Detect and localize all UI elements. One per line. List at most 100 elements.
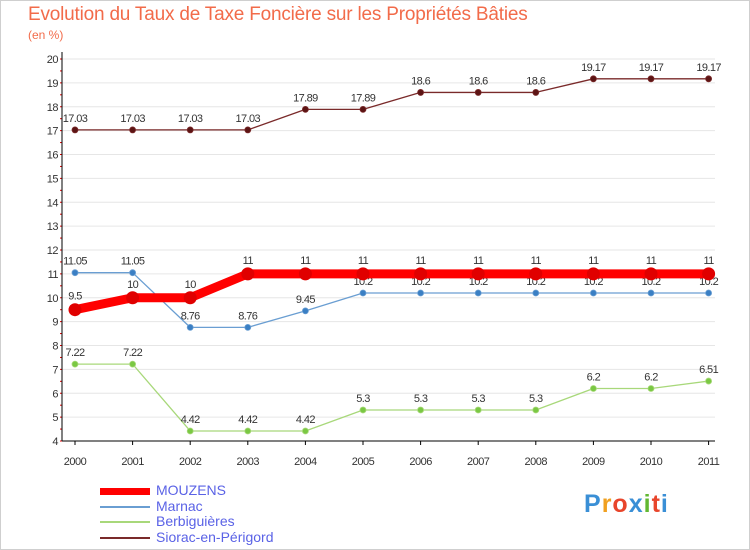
data-label: 11 — [646, 255, 657, 267]
data-point — [68, 303, 82, 317]
series-line — [70, 269, 714, 315]
legend-swatch — [100, 505, 150, 508]
y-tick-label: 15 — [47, 173, 59, 185]
x-tick-label: 2002 — [179, 456, 202, 468]
data-point — [532, 406, 540, 414]
data-label: 9.5 — [68, 291, 82, 303]
data-point — [529, 267, 543, 281]
y-tick-label: 13 — [47, 221, 59, 233]
y-tick-label: 17 — [47, 126, 59, 138]
data-label: 4.42 — [238, 414, 257, 426]
data-label: 7.22 — [123, 347, 142, 359]
data-label: 11 — [588, 255, 599, 267]
data-point — [705, 289, 712, 297]
data-point — [186, 427, 194, 435]
y-tick-label: 5 — [52, 412, 58, 424]
data-point — [71, 269, 79, 277]
x-tick-label: 2006 — [409, 456, 432, 468]
chart-title: Evolution du Taux de Taxe Foncière sur l… — [28, 4, 528, 25]
series-marnac: 11.05 11.05 8.76 8.76 9.45 10.2 10.2 10.2 10.2 10… — [63, 256, 719, 331]
data-point — [702, 267, 716, 281]
data-label: 10 — [185, 279, 197, 291]
y-tick-label: 4 — [52, 436, 58, 448]
data-label: 8.76 — [181, 310, 200, 322]
data-point — [129, 126, 137, 134]
data-label: 17.89 — [293, 92, 318, 104]
data-point — [417, 89, 425, 96]
data-label: 17.03 — [120, 113, 145, 125]
y-tick-label: 16 — [47, 150, 59, 162]
logo-letter: o — [612, 490, 629, 518]
data-label: 4.42 — [296, 414, 315, 426]
y-tick-label: 19 — [47, 78, 59, 90]
data-label: 17.89 — [351, 92, 376, 104]
data-point — [417, 406, 425, 414]
data-label: 5.3 — [529, 393, 543, 405]
data-label: 11 — [300, 255, 311, 267]
data-point — [129, 269, 137, 277]
x-tick-label: 2010 — [640, 456, 663, 468]
data-label: 11 — [243, 255, 254, 267]
logo-letter: t — [651, 490, 661, 518]
data-point — [359, 406, 367, 414]
y-tick-label: 7 — [52, 364, 58, 376]
data-label: 4.42 — [181, 414, 200, 426]
data-label: 17.03 — [236, 113, 261, 125]
y-tick-label: 6 — [52, 388, 58, 400]
data-point — [532, 289, 540, 297]
data-point — [359, 289, 367, 297]
logo-letter: x — [628, 490, 644, 518]
legend-swatch — [100, 487, 150, 495]
series-line — [74, 363, 710, 432]
y-tick-label: 14 — [47, 197, 59, 209]
x-tick-label: 2007 — [467, 456, 490, 468]
data-point — [644, 267, 658, 281]
x-tick-label: 2008 — [525, 456, 548, 468]
data-point — [532, 89, 540, 96]
data-label: 6.2 — [644, 371, 658, 383]
data-label: 10.2 — [526, 276, 545, 288]
data-point — [301, 105, 309, 113]
logo-letter: i — [660, 490, 669, 518]
data-label: 10.2 — [469, 276, 488, 288]
legend-label: MOUZENS — [156, 482, 226, 498]
data-point — [414, 267, 428, 281]
data-point — [474, 289, 482, 297]
logo-letter: r — [601, 490, 613, 518]
data-label: 11 — [531, 255, 542, 267]
data-label: 11 — [703, 255, 714, 267]
x-tick-label: 2009 — [582, 456, 605, 468]
x-tick-label: 2004 — [294, 456, 317, 468]
y-tick-label: 10 — [47, 293, 59, 305]
x-tick-label: 2005 — [352, 456, 375, 468]
proxiti-logo: Proxiti — [584, 490, 669, 519]
data-label: 11.05 — [63, 256, 87, 268]
data-point — [590, 75, 597, 83]
data-label: 10.2 — [353, 276, 372, 288]
data-point — [356, 267, 370, 281]
logo-letter: P — [584, 490, 602, 518]
data-point — [647, 75, 655, 83]
data-point — [244, 126, 252, 134]
series-berbigui-res: 7.22 7.22 4.42 4.42 4.42 5.3 5.3 5.3 5.3 6.2 6.2 6.… — [65, 347, 719, 435]
legend-swatch — [100, 536, 150, 539]
data-point — [359, 105, 367, 113]
y-tick-label: 20 — [47, 54, 59, 66]
data-label: 6.51 — [699, 364, 718, 376]
data-point — [129, 360, 137, 368]
series-line — [74, 78, 710, 131]
x-tick-label: 2000 — [64, 456, 87, 468]
data-label: 8.76 — [238, 310, 257, 322]
data-label: 18.6 — [411, 75, 430, 87]
series-line — [74, 272, 710, 329]
data-label: 6.2 — [587, 371, 601, 383]
y-tick-label: 8 — [52, 341, 58, 353]
data-label: 17.03 — [178, 113, 203, 125]
data-point — [705, 377, 712, 385]
data-point — [244, 427, 252, 435]
data-point — [471, 267, 485, 281]
data-label: 19.17 — [639, 62, 664, 74]
data-point — [71, 360, 79, 368]
data-point — [183, 291, 197, 305]
